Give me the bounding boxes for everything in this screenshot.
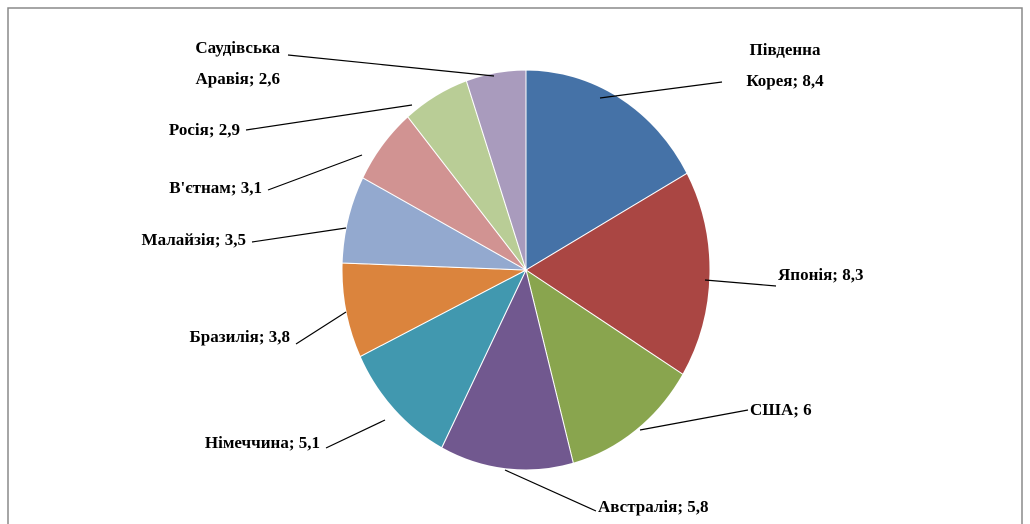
pie-slice: [525, 268, 684, 464]
pie-slice: [525, 69, 688, 271]
leader-line: [267, 154, 363, 191]
pie-slice: [525, 172, 711, 376]
label-separator: ;: [208, 120, 219, 139]
value-label: 5,1: [298, 433, 320, 452]
leader-line: [704, 279, 777, 287]
value-label: 3,1: [240, 178, 262, 197]
slice-label: США; 6: [750, 394, 870, 425]
value-label: 5,8: [687, 497, 709, 516]
label-separator: ;: [248, 69, 259, 88]
slice-label: Бразилія; 3,8: [70, 321, 290, 352]
slice-label: Німеччина; 5,1: [100, 427, 320, 458]
slice-label: Південна Корея; 8,4: [720, 34, 850, 96]
pie-slice: [341, 262, 528, 358]
leader-line: [639, 409, 749, 431]
category-name: Південна Корея: [746, 40, 821, 90]
category-name: США: [750, 400, 794, 419]
slice-label: Малайзія; 3,5: [30, 224, 246, 255]
value-label: 6: [803, 400, 812, 419]
slice-label: Австралія; 5,8: [598, 491, 778, 522]
label-separator: ;: [832, 265, 843, 284]
pie-slice: [465, 69, 527, 271]
leader-line: [251, 227, 347, 243]
category-name: Австралія: [598, 497, 678, 516]
leader-line: [245, 104, 413, 131]
category-name: Росія: [168, 120, 209, 139]
label-separator: ;: [258, 327, 269, 346]
slice-label: Саудівська Аравія; 2,6: [135, 32, 280, 94]
slice-label: Росія; 2,9: [20, 114, 240, 145]
leader-line: [287, 54, 495, 77]
leader-line: [504, 469, 597, 512]
label-separator: ;: [677, 497, 688, 516]
category-name: Німеччина: [204, 433, 289, 452]
category-name: Бразилія: [189, 327, 259, 346]
slice-label: Японія; 8,3: [778, 259, 938, 290]
value-label: 2,9: [218, 120, 240, 139]
label-separator: ;: [792, 71, 803, 90]
category-name: Малайзія: [141, 230, 215, 249]
value-label: 8,4: [802, 71, 824, 90]
label-separator: ;: [214, 230, 225, 249]
value-label: 3,5: [224, 230, 246, 249]
pie-slice: [441, 268, 574, 471]
leader-line: [295, 311, 347, 345]
value-label: 3,8: [268, 327, 290, 346]
label-separator: ;: [793, 400, 804, 419]
pie-slice: [359, 268, 528, 449]
value-label: 2,6: [258, 69, 280, 88]
leader-line: [599, 81, 723, 99]
leader-line: [325, 419, 386, 449]
category-name: Саудівська Аравія: [195, 38, 280, 88]
category-name: Японія: [778, 265, 833, 284]
category-name: В'єтнам: [169, 178, 231, 197]
label-separator: ;: [288, 433, 299, 452]
value-label: 8,3: [842, 265, 864, 284]
label-separator: ;: [230, 178, 241, 197]
slice-label: В'єтнам; 3,1: [40, 172, 262, 203]
